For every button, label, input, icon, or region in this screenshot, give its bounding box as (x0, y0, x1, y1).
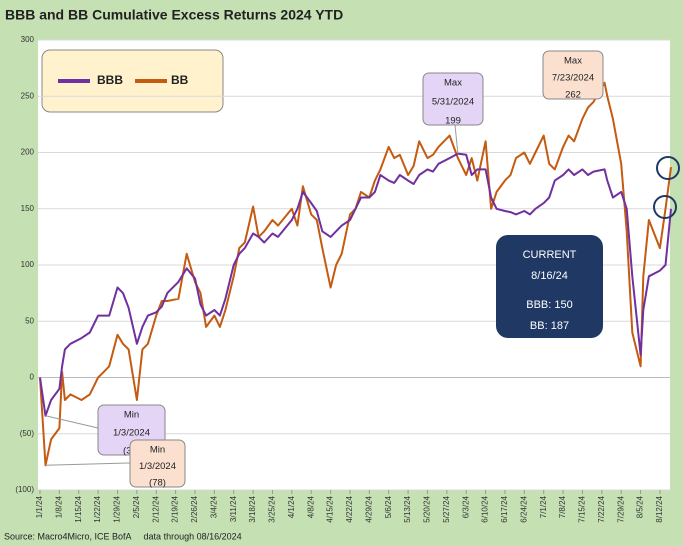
annotation-box (422, 72, 484, 126)
chart-title: BBB and BB Cumulative Excess Returns 202… (5, 7, 343, 23)
x-tick-label: 6/24/24 (519, 495, 528, 522)
x-tick-label: 7/15/24 (578, 495, 587, 522)
x-tick-label: 3/11/24 (229, 495, 238, 522)
x-tick-label: 6/10/24 (481, 495, 490, 522)
annotation-text: 7/23/2024 (552, 73, 594, 84)
x-tick-label: 6/17/24 (500, 495, 509, 522)
y-tick-label: (100) (15, 485, 34, 494)
annotation-box (129, 439, 186, 488)
legend-label: BB (171, 73, 189, 87)
x-tick-label: 1/8/24 (54, 495, 63, 518)
x-tick-label: 4/8/24 (306, 495, 315, 518)
highlight-circle (653, 195, 677, 219)
x-tick-label: 1/15/24 (74, 495, 83, 522)
y-tick-label: 0 (30, 373, 35, 382)
annotation-leader (45, 415, 99, 429)
annotation-text: Max (444, 78, 462, 89)
y-tick-label: 250 (21, 91, 35, 100)
x-tick-label: 7/1/24 (539, 495, 548, 518)
annotation-leader (45, 462, 131, 466)
annotation-text: Min (150, 445, 165, 456)
annotation-box (542, 50, 604, 100)
x-tick-label: 2/5/24 (132, 495, 141, 518)
x-tick-label: 4/15/24 (326, 495, 335, 522)
y-tick-label: 200 (21, 148, 35, 157)
x-tick-label: 4/1/24 (287, 495, 296, 518)
x-tick-label: 3/25/24 (268, 495, 277, 522)
x-tick-label: 8/12/24 (655, 495, 664, 522)
annotation-text: 199 (445, 116, 461, 127)
y-tick-label: 150 (21, 204, 35, 213)
annotation-text: Min (124, 410, 139, 421)
x-tick-label: 5/20/24 (423, 495, 432, 522)
x-tick-label: 1/22/24 (93, 495, 102, 522)
x-tick-label: 5/6/24 (384, 495, 393, 518)
x-tick-label: 2/12/24 (151, 495, 160, 522)
x-tick-label: 6/3/24 (461, 495, 470, 518)
annotation-text: Max (564, 56, 582, 67)
y-tick-label: (50) (20, 429, 35, 438)
annotation-text: 1/3/2024 (139, 461, 176, 472)
annotation-text: 8/16/24 (531, 270, 568, 282)
annotation-text: CURRENT (523, 249, 577, 261)
x-tick-label: 5/13/24 (403, 495, 412, 522)
series-line (39, 152, 672, 417)
x-tick-label: 5/27/24 (442, 495, 451, 522)
y-tick-label: 100 (21, 260, 35, 269)
x-tick-label: 4/22/24 (345, 495, 354, 522)
source: Source: Macro4Micro, ICE BofA data throu… (4, 531, 242, 541)
annotation-box (496, 235, 603, 338)
annotation-text: 262 (565, 90, 581, 101)
legend-label: BBB (97, 73, 123, 87)
y-tick-label: 50 (25, 316, 34, 325)
series-line (39, 81, 672, 467)
x-tick-label: 1/1/24 (35, 495, 44, 518)
x-tick-label: 7/29/24 (616, 495, 625, 522)
annotation-text: BBB: 150 (526, 299, 572, 311)
annotation-text: BB: 187 (530, 320, 569, 332)
x-tick-label: 4/29/24 (364, 495, 373, 522)
highlight-circle (656, 156, 680, 180)
x-tick-label: 7/8/24 (558, 495, 567, 518)
annotation-text: 1/3/2024 (113, 428, 150, 439)
x-tick-label: 2/26/24 (190, 495, 199, 522)
annotation-text: (78) (149, 478, 166, 489)
x-tick-label: 3/4/24 (209, 495, 218, 518)
x-tick-label: 1/29/24 (113, 495, 122, 522)
y-tick-label: 300 (21, 35, 35, 44)
x-tick-label: 7/22/24 (597, 495, 606, 522)
x-tick-label: 8/5/24 (636, 495, 645, 518)
annotation-leader (454, 124, 459, 154)
annotation-text: 5/31/2024 (432, 97, 474, 108)
x-tick-label: 3/18/24 (248, 495, 257, 522)
x-tick-label: 2/19/24 (171, 495, 180, 522)
